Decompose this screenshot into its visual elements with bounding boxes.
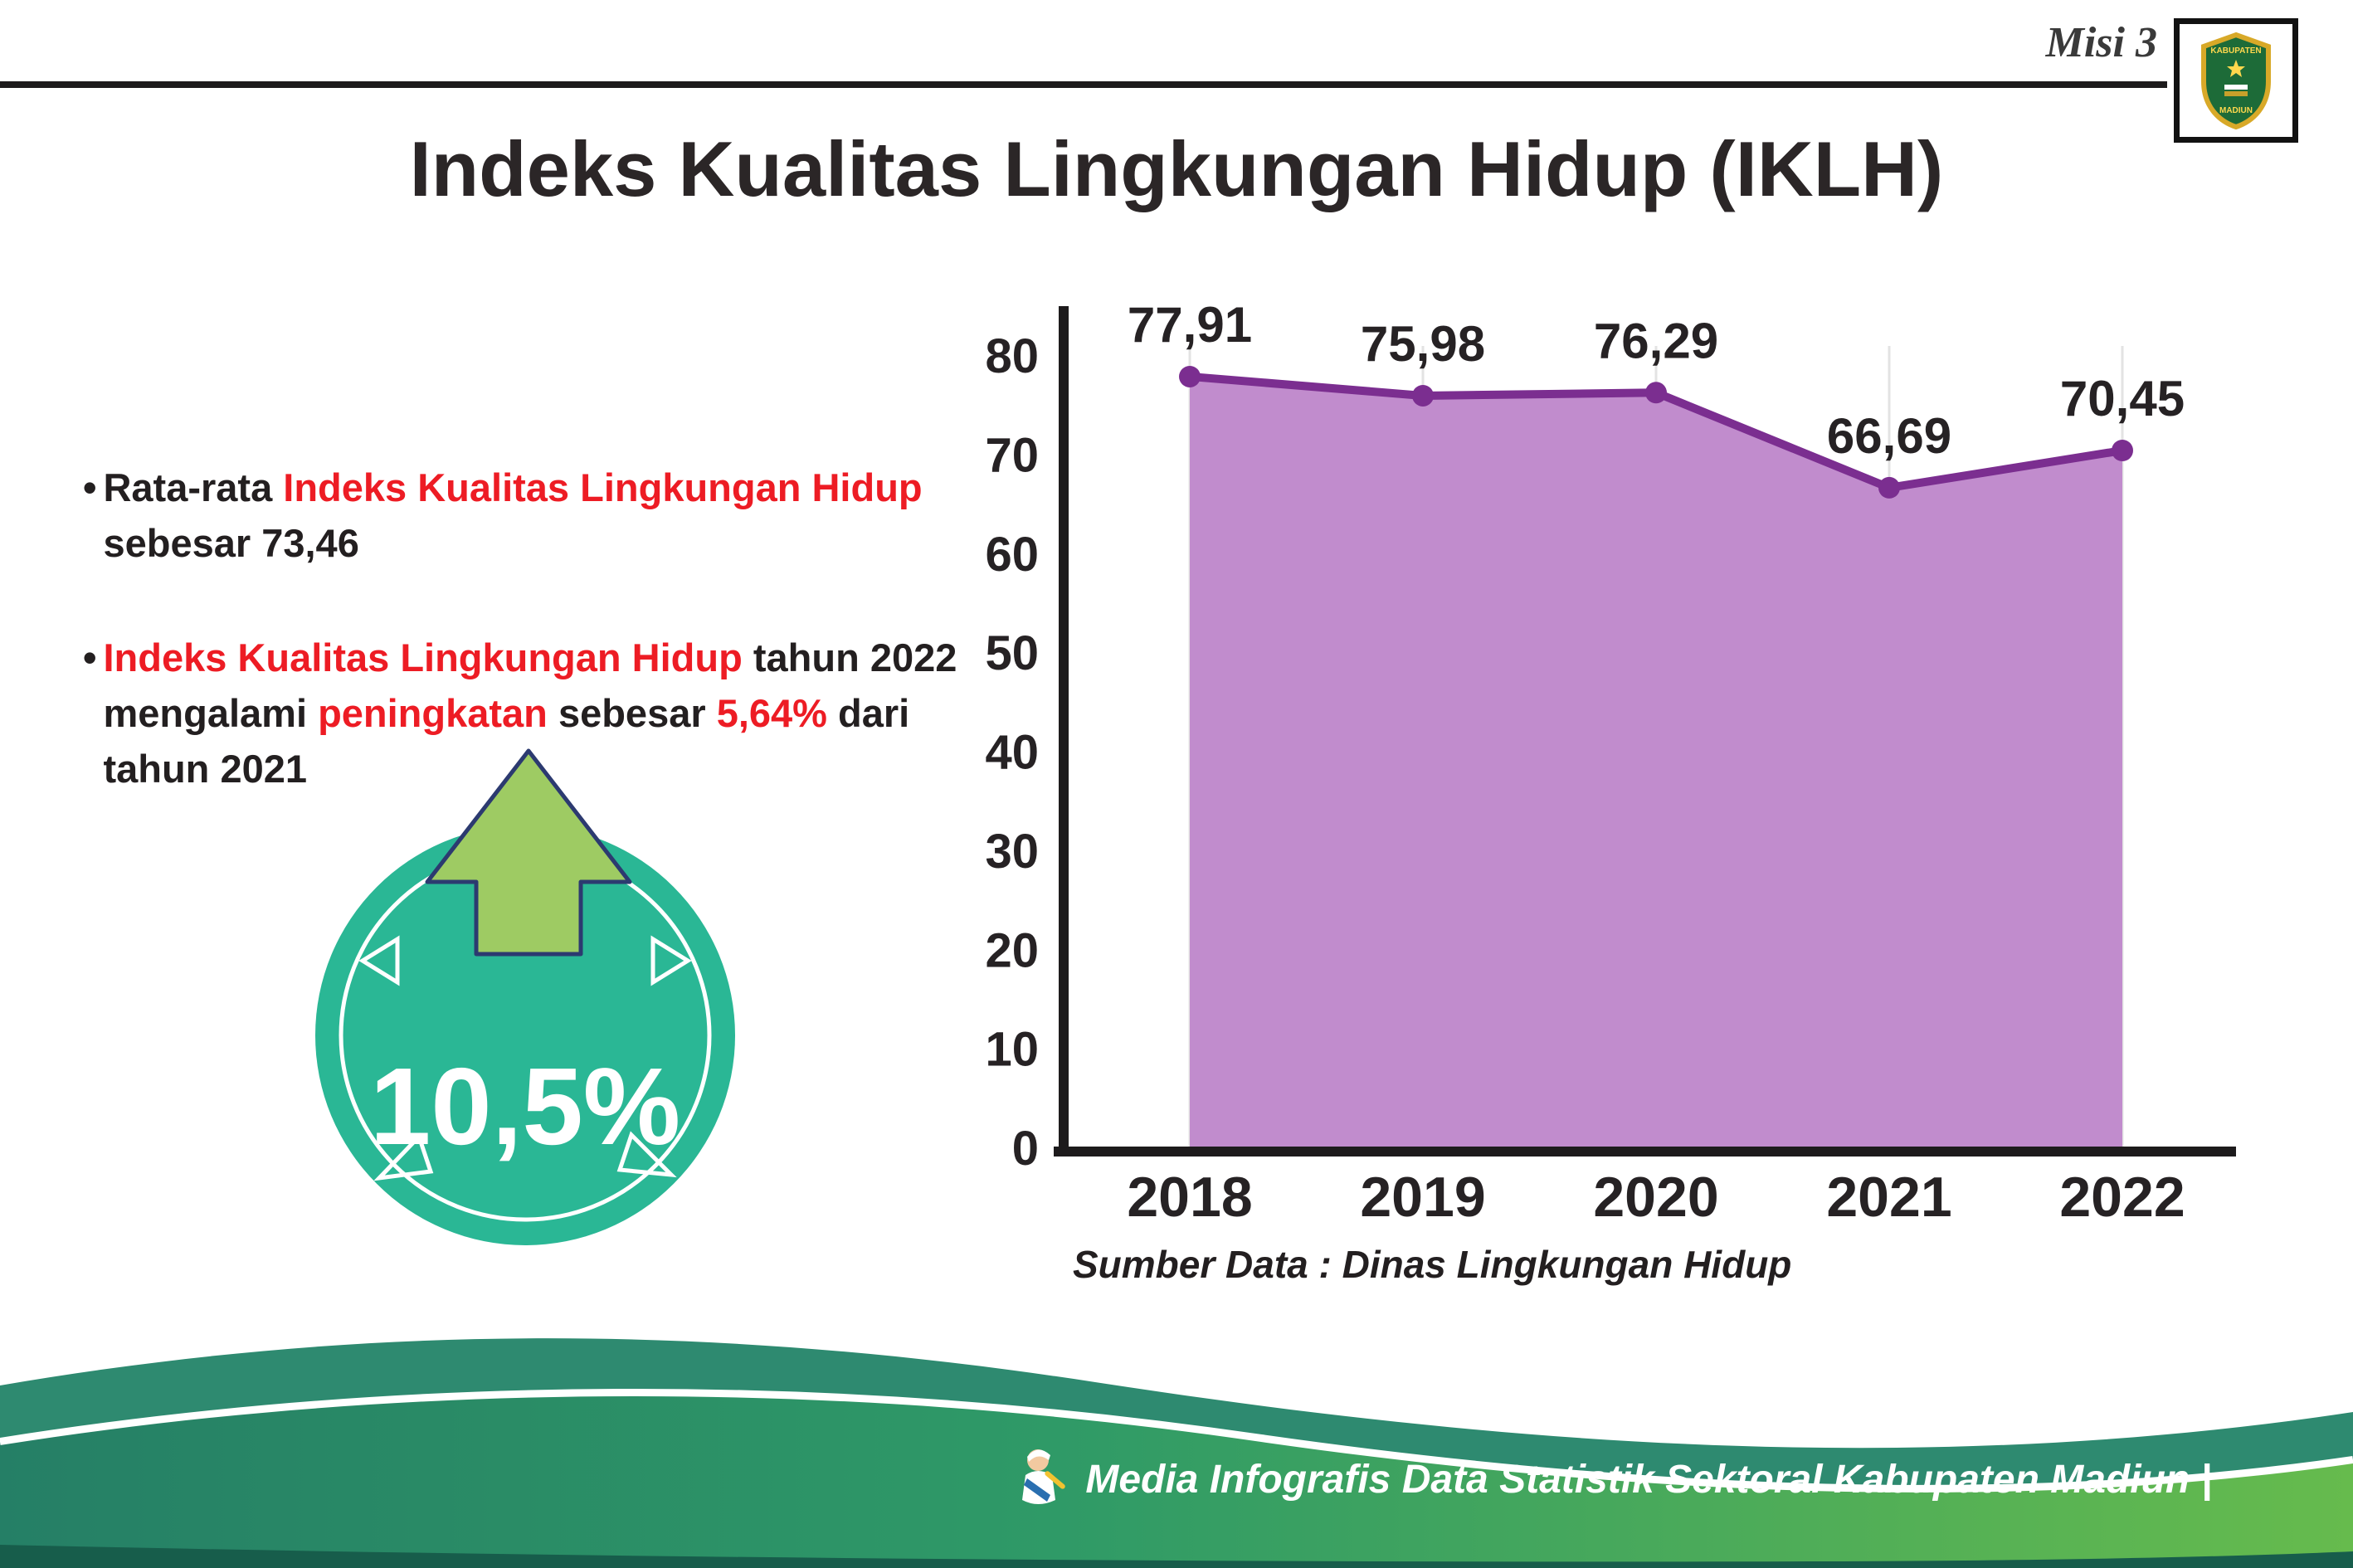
wave-bottom-strip bbox=[0, 1545, 2353, 1568]
y-axis bbox=[1059, 306, 1069, 1155]
footer-credit: Media Infografis Data Statistik Sektoral… bbox=[1011, 1442, 2212, 1517]
chart-svg: 77,91 75,98 76,29 66,69 70,45 0 10 20 30 40 50 60 70… bbox=[985, 297, 2236, 1229]
top-divider-line bbox=[0, 81, 2167, 88]
triangle-mark bbox=[616, 1131, 677, 1178]
data-source-caption: Sumber Data : Dinas Lingkungan Hidup bbox=[1073, 1243, 1792, 1286]
bullet-list: • Rata-rata Indeks Kualitas Lingkungan Hi… bbox=[83, 460, 996, 857]
misi-label: Misi 3 bbox=[2045, 19, 2157, 66]
mascot-icon bbox=[1022, 1449, 1066, 1504]
footer-wave-decoration bbox=[0, 1338, 2353, 1568]
shield-shape bbox=[2201, 32, 2271, 130]
highlighted-text: Indeks Kualitas Lingkungan Hidup bbox=[103, 635, 743, 680]
plain-text: sebesar bbox=[547, 691, 717, 736]
bullet-marker: • bbox=[83, 465, 97, 509]
data-point bbox=[2112, 440, 2133, 462]
up-arrow-icon bbox=[425, 748, 632, 957]
area-fill bbox=[1190, 376, 2122, 1149]
value-label: 66,69 bbox=[1827, 408, 1951, 464]
highlighted-text: Indeks Kualitas Lingkungan Hidup bbox=[283, 465, 923, 509]
mascot-pencil bbox=[1045, 1471, 1066, 1489]
logo-bottom-text: MADIUN bbox=[2219, 106, 2253, 115]
y-tick-label: 20 bbox=[985, 923, 1039, 977]
coat-of-arms-icon: KABUPATEN MADIUN bbox=[2201, 32, 2271, 130]
iklh-area-chart: 77,91 75,98 76,29 66,69 70,45 0 10 20 30 40 50 60 70… bbox=[954, 290, 2331, 1369]
star-icon bbox=[2227, 60, 2245, 77]
page-title: Indeks Kualitas Lingkungan Hidup (IKLH) bbox=[409, 125, 1944, 212]
x-axis bbox=[1054, 1147, 2236, 1157]
value-label: 75,98 bbox=[1361, 316, 1485, 372]
y-tick-label: 40 bbox=[985, 726, 1039, 780]
bullet-text: Rata-rata Indeks Kualitas Lingkungan Hid… bbox=[103, 460, 996, 571]
wave-gap-line bbox=[0, 1388, 2353, 1493]
bullet-marker: • bbox=[83, 635, 97, 680]
bullet-text: Indeks Kualitas Lingkungan Hidup tahun 2… bbox=[103, 631, 996, 796]
x-tick-label: 2020 bbox=[1593, 1166, 1718, 1229]
mascot-sash bbox=[1024, 1478, 1051, 1502]
plain-text: Rata-rata bbox=[103, 465, 284, 509]
y-tick-label: 50 bbox=[985, 626, 1039, 680]
triangle-mark bbox=[373, 1132, 434, 1181]
increase-badge-graphic bbox=[315, 748, 735, 1245]
value-label: 70,45 bbox=[2060, 371, 2185, 426]
x-tick-label: 2021 bbox=[1826, 1166, 1951, 1229]
plain-text: tahun 2022 mengalami bbox=[103, 635, 957, 736]
logo-stripe-white bbox=[2224, 85, 2248, 90]
bullet-item: • Rata-rata Indeks Kualitas Lingkungan Hi… bbox=[83, 460, 996, 571]
triangle-mark bbox=[650, 935, 692, 986]
plain-text: dari tahun 2021 bbox=[103, 691, 910, 791]
y-tick-label: 60 bbox=[985, 528, 1039, 582]
y-tick-label: 70 bbox=[985, 428, 1039, 482]
highlighted-text: peningkatan bbox=[318, 691, 548, 736]
wave-front bbox=[0, 1395, 2353, 1568]
increase-percentage-badge: 10,5% bbox=[369, 1045, 681, 1167]
y-tick-label: 0 bbox=[1012, 1122, 1039, 1176]
logo-stripe-gold bbox=[2224, 91, 2248, 96]
triangle-mark bbox=[358, 935, 400, 986]
highlighted-text: 5,64% bbox=[716, 691, 827, 736]
x-tick-label: 2022 bbox=[2059, 1166, 2185, 1229]
bullet-item: • Indeks Kualitas Lingkungan Hidup tahun … bbox=[83, 631, 996, 796]
data-point bbox=[1412, 384, 1434, 407]
x-tick-label: 2018 bbox=[1127, 1166, 1252, 1229]
value-label: 77,91 bbox=[1128, 297, 1252, 353]
footer-credit-text: Media Infografis Data Statistik Sektoral… bbox=[1085, 1457, 2212, 1502]
value-label: 76,29 bbox=[1594, 313, 1718, 368]
y-tick-label: 80 bbox=[985, 329, 1039, 383]
data-point bbox=[1878, 476, 1900, 499]
plain-text: sebesar 73,46 bbox=[103, 520, 359, 565]
kabupaten-madiun-logo: KABUPATEN MADIUN bbox=[2174, 18, 2298, 143]
logo-top-text: KABUPATEN bbox=[2210, 46, 2261, 56]
data-point bbox=[1179, 365, 1201, 387]
y-tick-label: 10 bbox=[985, 1023, 1039, 1077]
x-tick-label: 2019 bbox=[1360, 1166, 1485, 1229]
y-tick-label: 30 bbox=[985, 825, 1039, 879]
mascot-hat bbox=[1027, 1449, 1051, 1462]
data-point bbox=[1645, 382, 1667, 404]
